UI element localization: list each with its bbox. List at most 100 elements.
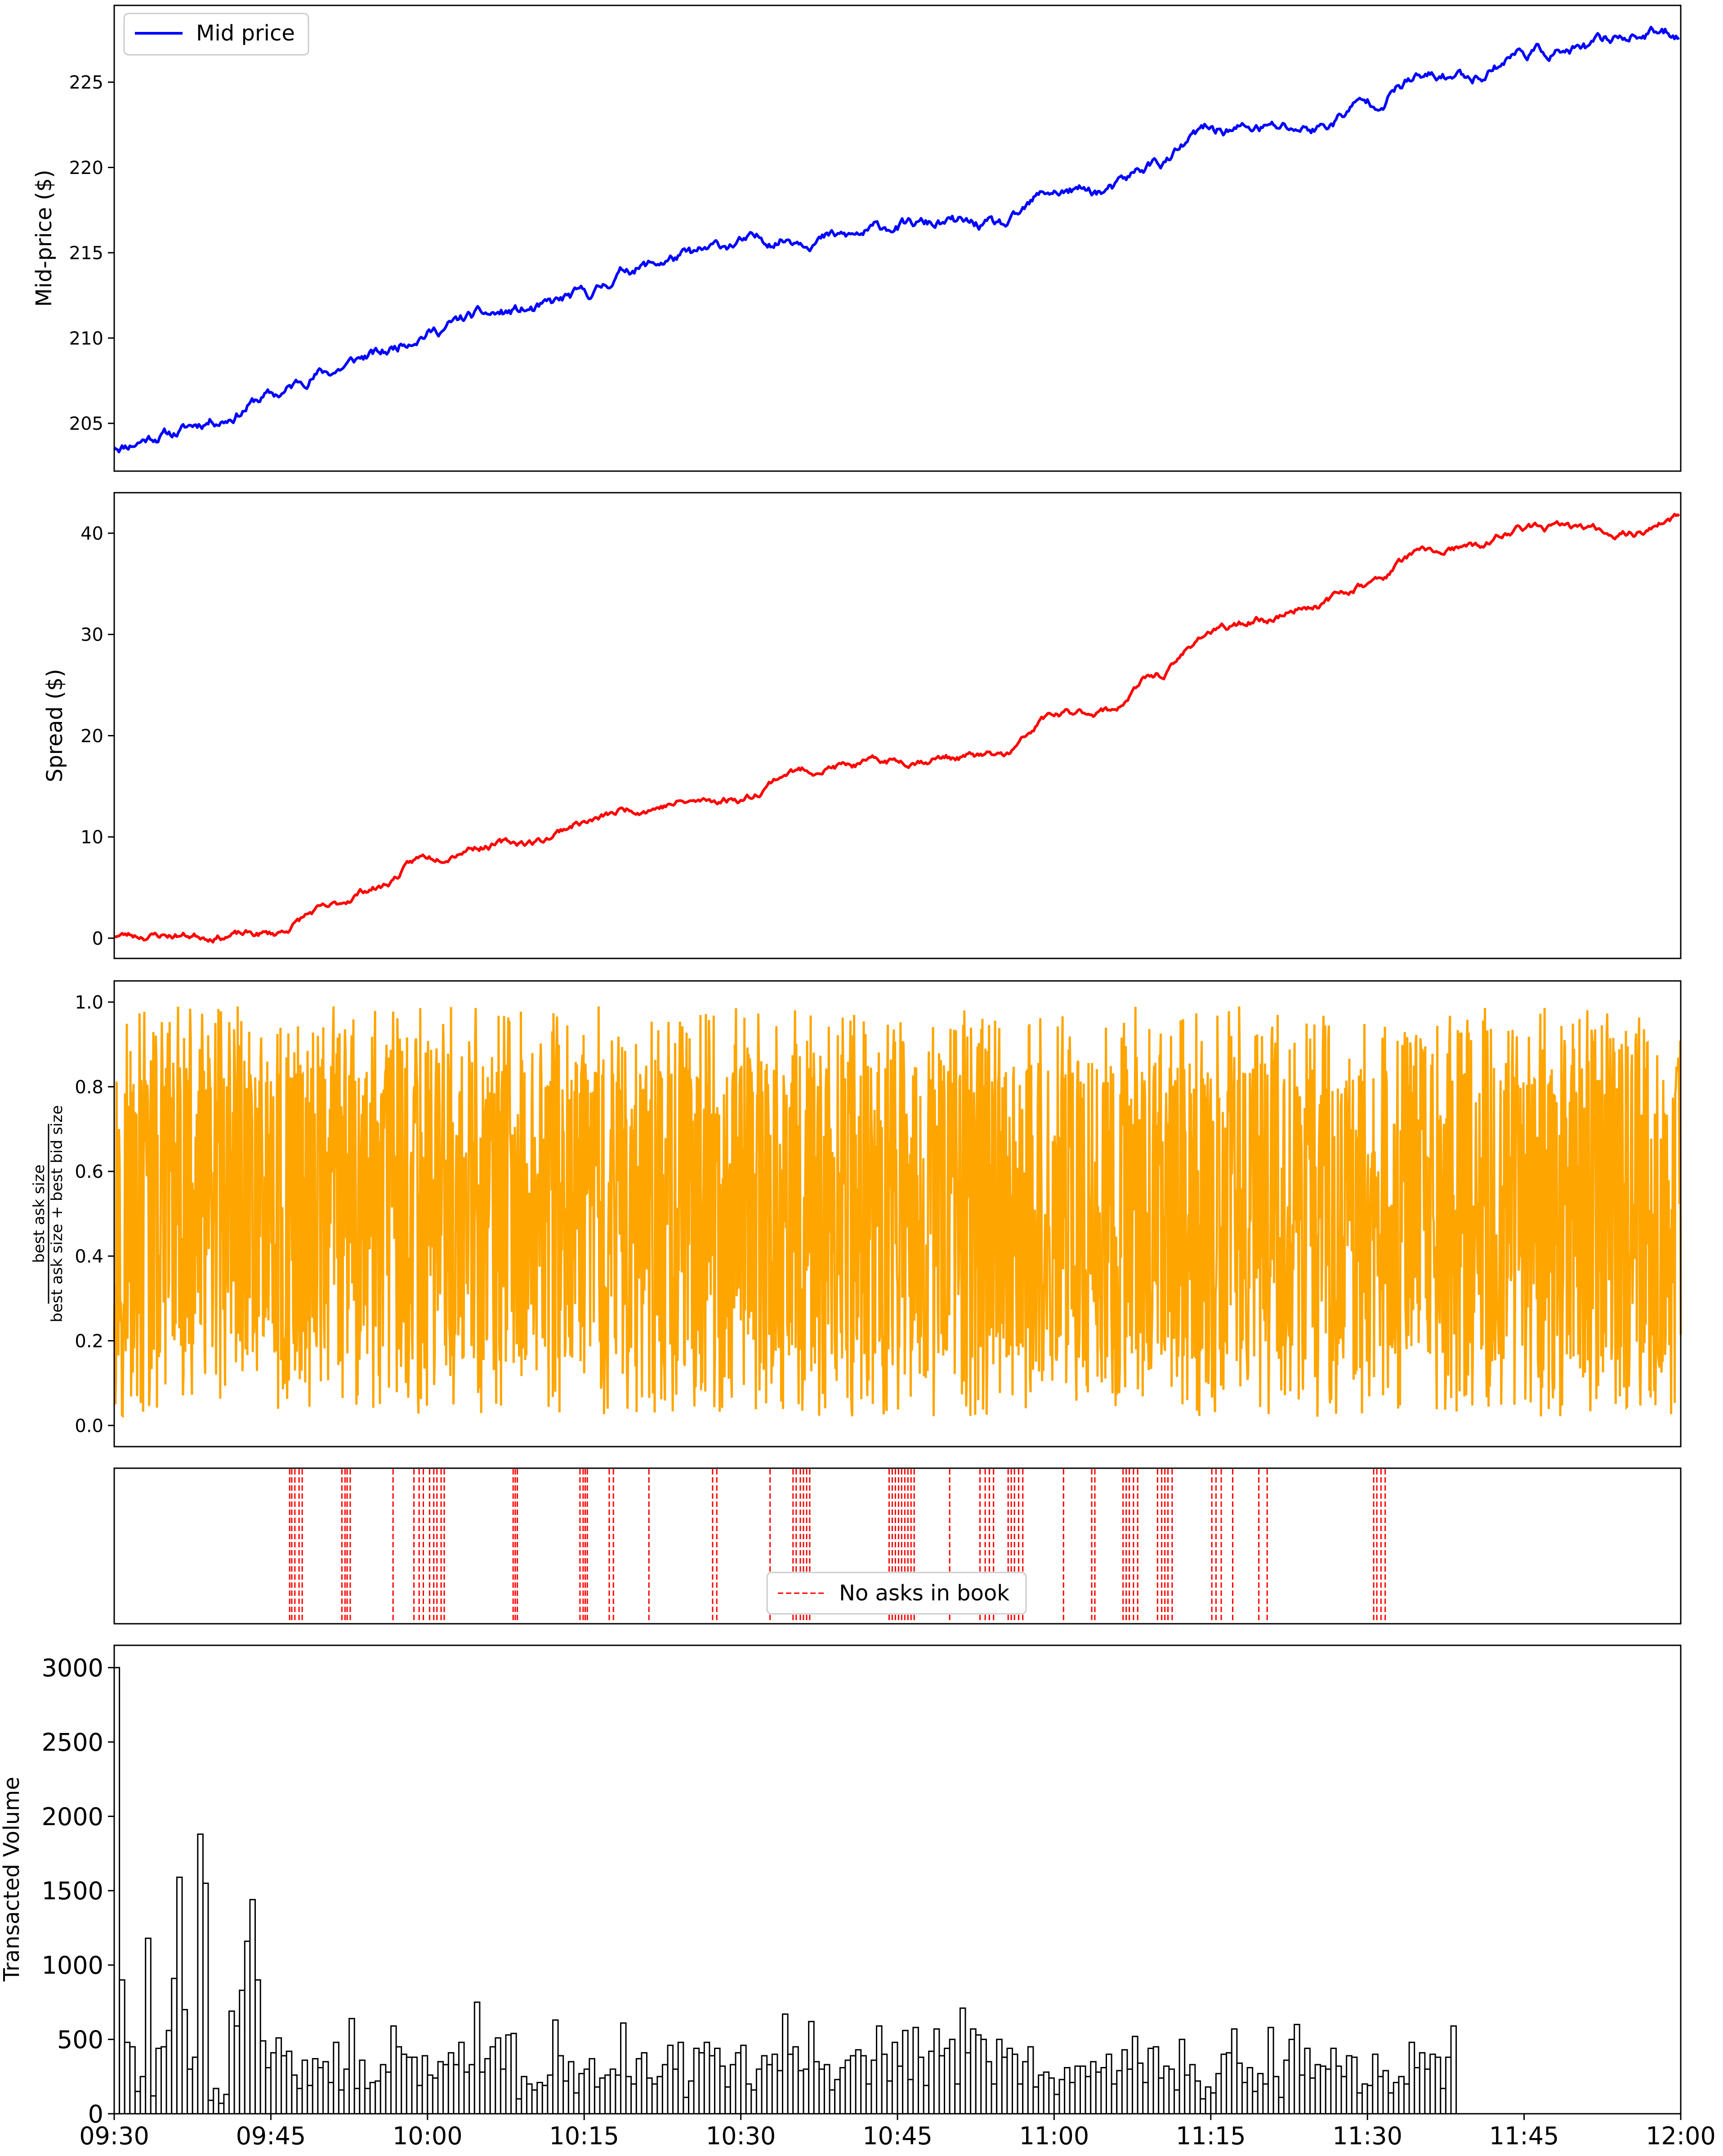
- volume-bar: [161, 2046, 167, 2115]
- volume-bar: [1178, 2039, 1186, 2115]
- volume-bar: [124, 2041, 131, 2115]
- volume-bar: [870, 2059, 878, 2115]
- volume-bar: [1074, 2065, 1081, 2115]
- volume-bar: [1257, 2073, 1264, 2115]
- volume-bar: [918, 2056, 924, 2115]
- volume-bar: [1168, 2068, 1175, 2115]
- volume-bar: [348, 2018, 355, 2115]
- volume-bar: [954, 2083, 961, 2115]
- volume-xtick-label: 11:30: [1332, 2122, 1402, 2150]
- volume-bar: [458, 2041, 465, 2115]
- volume-bar: [1440, 2088, 1446, 2115]
- volume-bar: [129, 2046, 136, 2115]
- volume-bar: [165, 2030, 173, 2115]
- volume-bar: [192, 2056, 199, 2115]
- imbalance-ytick-label: 0.0: [75, 1416, 103, 1436]
- volume-bar: [1064, 2067, 1071, 2115]
- volume-bar: [970, 2028, 977, 2115]
- mid-price-legend-label: Mid price: [196, 21, 295, 46]
- volume-bar: [1022, 2061, 1029, 2115]
- volume-bar: [291, 2074, 298, 2115]
- volume-bar: [421, 2055, 429, 2115]
- volume-bar: [307, 2085, 313, 2115]
- volume-bar: [228, 2010, 235, 2115]
- volume-bar: [1335, 2065, 1342, 2115]
- volume-bar: [609, 2068, 616, 2115]
- volume-bar: [265, 2067, 272, 2115]
- volume-ylabel: Transacted Volume: [0, 1777, 24, 1982]
- volume-bar: [740, 2045, 747, 2115]
- volume-bar: [1351, 2056, 1358, 2115]
- volume-bar: [1158, 2077, 1165, 2115]
- volume-bar: [724, 2086, 731, 2115]
- volume-bar: [787, 2054, 794, 2115]
- volume-bar: [113, 1667, 121, 2115]
- volume-bar: [578, 2073, 585, 2115]
- volume-bar: [667, 2045, 674, 2115]
- imbalance-ytick-label: 0.2: [75, 1331, 103, 1352]
- volume-bar: [1325, 2068, 1332, 2115]
- volume-bar: [573, 2092, 580, 2115]
- volume-bar: [557, 2055, 564, 2115]
- mid-price-ytick-label: 225: [69, 72, 103, 93]
- volume-bar: [855, 2049, 862, 2115]
- volume-bar: [134, 2090, 141, 2115]
- volume-bar: [881, 2054, 888, 2115]
- volume-bar: [714, 2048, 721, 2115]
- volume-xtick-label: 11:45: [1489, 2122, 1559, 2150]
- volume-bar: [683, 2097, 690, 2115]
- volume-ytick-label: 2500: [42, 1728, 103, 1756]
- volume-ytick-label: 500: [57, 2026, 103, 2054]
- imbalance-ylabel-numerator: best ask size: [30, 1164, 48, 1263]
- volume-bar: [427, 2074, 433, 2115]
- volume-bar: [1017, 2083, 1024, 2115]
- volume-xtick-label: 10:30: [706, 2122, 776, 2150]
- volume-bar: [594, 2086, 601, 2115]
- volume-bar: [902, 2030, 909, 2115]
- volume-bar: [312, 2058, 319, 2115]
- volume-xtick-label: 11:00: [1019, 2122, 1089, 2150]
- spread-ytick-label: 30: [80, 625, 103, 646]
- volume-bar: [615, 2074, 622, 2115]
- volume-bar: [1340, 2076, 1348, 2115]
- volume-bar: [703, 2041, 710, 2115]
- volume-bar: [782, 2013, 789, 2115]
- mid-price-ytick-label: 210: [69, 328, 103, 349]
- volume-bar: [792, 2046, 799, 2115]
- volume-bar: [1215, 2073, 1222, 2115]
- volume-bar: [912, 2027, 919, 2115]
- volume-bar: [1001, 2056, 1008, 2115]
- volume-bar: [390, 2025, 397, 2115]
- volume-bar: [839, 2067, 846, 2115]
- volume-bar: [688, 2080, 695, 2115]
- volume-bar: [933, 2028, 940, 2115]
- volume-bar: [286, 2050, 293, 2115]
- volume-bar: [964, 2052, 972, 2115]
- volume-bar: [996, 2039, 1003, 2115]
- volume-bar: [338, 2089, 345, 2115]
- volume-bar: [1210, 2092, 1217, 2115]
- volume-bar: [844, 2059, 852, 2115]
- volume-bar: [850, 2055, 857, 2115]
- volume-bar: [562, 2080, 569, 2115]
- volume-bar: [1080, 2065, 1086, 2115]
- volume-bar: [473, 2001, 481, 2115]
- imbalance-panel: 0.0 0.2 0.4 0.6 0.8 1.0 best ask size best as…: [30, 980, 1682, 1448]
- volume-bar: [803, 2068, 810, 2115]
- volume-bar: [1393, 2082, 1400, 2115]
- imbalance-line: [113, 1006, 1682, 1418]
- spread-panel: 0 10 20 30 40 Spread ($): [42, 492, 1682, 959]
- volume-bar: [401, 2054, 407, 2115]
- volume-bar: [1330, 2048, 1337, 2115]
- volume-bar: [1372, 2054, 1379, 2115]
- volume-ytick-label: 1500: [42, 1877, 103, 1905]
- volume-bar: [991, 2083, 998, 2115]
- volume-bar: [698, 2052, 705, 2115]
- volume-bar: [1346, 2055, 1353, 2115]
- volume-bar: [453, 2064, 460, 2115]
- volume-bar: [1147, 2048, 1154, 2115]
- volume-bar: [829, 2089, 836, 2115]
- volume-bar: [777, 2070, 784, 2115]
- volume-panel: 0 500 1000 1500 2000 2500 3000 09:30 09:45 10:00…: [0, 1644, 1716, 2150]
